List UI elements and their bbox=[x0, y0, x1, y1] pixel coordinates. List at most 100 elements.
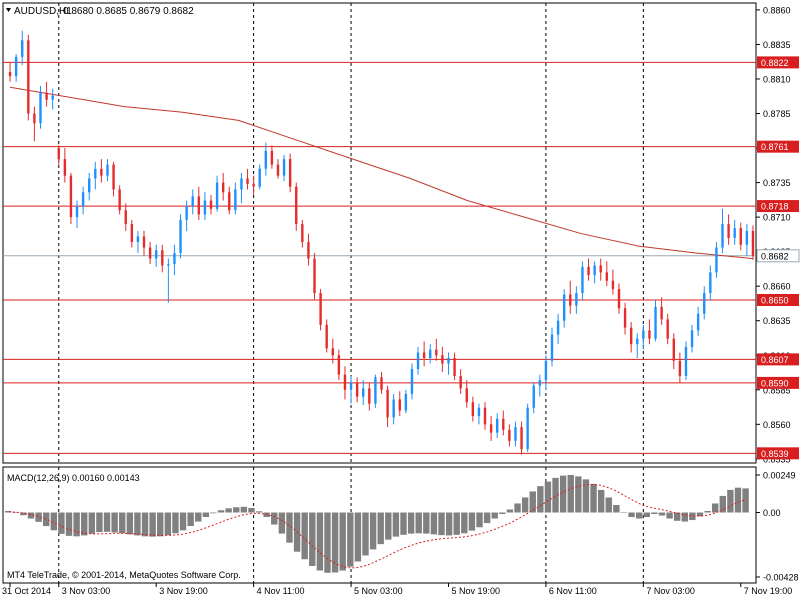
x-tick-label: 3 Nov 19:00 bbox=[159, 586, 208, 596]
candle-body bbox=[203, 200, 207, 215]
candle-body bbox=[106, 164, 109, 176]
candle-body bbox=[398, 399, 401, 411]
macd-bar bbox=[552, 477, 559, 513]
level-tag bbox=[757, 140, 799, 153]
macd-bar bbox=[445, 512, 453, 536]
candle-body bbox=[745, 230, 749, 245]
macd-bar bbox=[111, 512, 118, 533]
macd-bar bbox=[73, 512, 80, 537]
macd-bar bbox=[126, 512, 134, 535]
candle-body bbox=[88, 178, 91, 193]
price-tick-label: 0.8635 bbox=[763, 316, 791, 326]
candle-body bbox=[544, 360, 548, 381]
macd-bar bbox=[225, 508, 232, 513]
price-tick-label: 0.8835 bbox=[763, 40, 791, 50]
macd-bar bbox=[331, 512, 339, 573]
candle-body bbox=[623, 308, 627, 328]
candle-body bbox=[343, 374, 347, 390]
macd-panel-frame bbox=[2, 466, 757, 584]
candle-body bbox=[136, 236, 140, 242]
candle-body bbox=[209, 200, 213, 209]
macd-bar bbox=[309, 512, 316, 567]
candle-body bbox=[94, 168, 97, 179]
macd-bar bbox=[461, 512, 468, 534]
level-tag bbox=[757, 353, 799, 366]
macd-bar bbox=[248, 507, 255, 513]
candle-body bbox=[307, 241, 310, 259]
macd-tick-label: 0.00249 bbox=[763, 471, 796, 481]
candle-body bbox=[709, 272, 712, 294]
candle-body bbox=[325, 324, 328, 349]
macd-bar bbox=[529, 491, 536, 513]
macd-bar bbox=[20, 512, 27, 516]
macd-bar bbox=[134, 512, 141, 536]
candle-body bbox=[581, 266, 584, 294]
macd-bar bbox=[43, 512, 50, 527]
candle-body bbox=[447, 358, 450, 364]
macd-bar bbox=[658, 512, 666, 516]
candle-body bbox=[295, 186, 298, 225]
candle-body bbox=[471, 402, 475, 417]
candle-body bbox=[392, 399, 395, 418]
level-tag-label: 0.8590 bbox=[761, 378, 789, 388]
candle-body bbox=[642, 330, 645, 339]
candle-body bbox=[33, 113, 36, 124]
candle-body bbox=[733, 228, 736, 238]
candle-body bbox=[148, 247, 152, 259]
candle-body bbox=[684, 346, 688, 376]
macd-bar bbox=[521, 497, 529, 513]
x-tick-label: 4 Nov 11:00 bbox=[257, 586, 305, 596]
macd-bar bbox=[316, 512, 324, 571]
candle-body bbox=[173, 253, 176, 265]
candle-body bbox=[532, 385, 535, 408]
candle-body bbox=[368, 388, 371, 404]
candle-body bbox=[276, 164, 280, 176]
candle-body bbox=[39, 92, 42, 124]
macd-label: MACD(12,26,9) 0.00160 0.00143 bbox=[7, 473, 140, 483]
candle-body bbox=[562, 294, 566, 321]
candle-body bbox=[355, 382, 359, 397]
price-tick-label: 0.8735 bbox=[763, 178, 791, 188]
macd-bar bbox=[141, 512, 149, 537]
candle-body bbox=[672, 338, 675, 361]
candle-body bbox=[234, 189, 237, 211]
macd-bar bbox=[727, 489, 734, 513]
candle-body bbox=[45, 92, 48, 100]
candle-body bbox=[410, 369, 414, 394]
candle-body bbox=[27, 40, 30, 114]
price-tick-label: 0.8710 bbox=[763, 213, 791, 223]
macd-bar bbox=[643, 512, 650, 518]
candle-body bbox=[374, 377, 377, 404]
candle-body bbox=[167, 264, 170, 266]
candle-body bbox=[240, 178, 243, 190]
price-tick-label: 0.8860 bbox=[763, 5, 791, 15]
candle-body bbox=[130, 224, 134, 242]
candles bbox=[8, 30, 755, 455]
candle-body bbox=[416, 352, 420, 370]
level-tag-label: 0.8539 bbox=[761, 449, 789, 459]
candle-body bbox=[228, 192, 231, 211]
level-tag-label: 0.8607 bbox=[761, 355, 789, 365]
candle-body bbox=[477, 407, 481, 417]
current-price-tag bbox=[756, 249, 800, 263]
candle-body bbox=[185, 206, 188, 220]
candle-body bbox=[313, 258, 316, 294]
macd-bar bbox=[544, 481, 552, 513]
candle-body bbox=[362, 388, 365, 397]
macd-bar bbox=[673, 512, 681, 521]
macd-bar bbox=[590, 483, 597, 513]
price-tick-label: 0.8585 bbox=[763, 385, 791, 395]
current-price-label: 0.8682 bbox=[761, 251, 789, 261]
candle-body bbox=[459, 375, 462, 389]
macd-bar bbox=[559, 475, 567, 513]
x-tick-label: 31 Oct 2014 bbox=[2, 586, 51, 596]
candle-body bbox=[282, 159, 286, 176]
macd-bar bbox=[537, 486, 544, 513]
macd-bar bbox=[651, 512, 658, 515]
copyright-label: MT4 TeleTrade, © 2001-2014, MetaQuotes S… bbox=[7, 570, 241, 580]
macd-bar bbox=[514, 503, 521, 513]
x-tick-label: 7 Nov 03:00 bbox=[646, 586, 695, 596]
candle-body bbox=[587, 266, 590, 276]
price-tick-label: 0.8785 bbox=[763, 109, 791, 119]
